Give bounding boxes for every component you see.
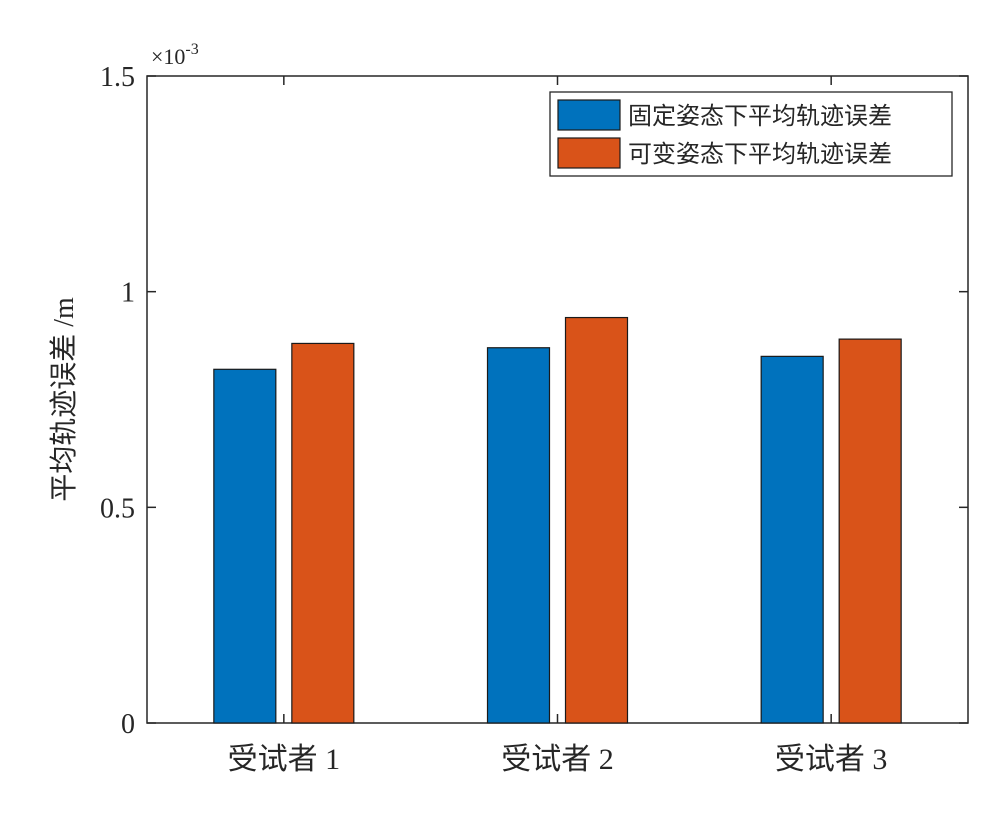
x-category-label: 受试者 2 — [501, 743, 614, 776]
x-category-label: 受试者 1 — [228, 743, 341, 776]
x-category-label: 受试者 3 — [775, 743, 888, 776]
y-tick-label: 0 — [121, 709, 135, 740]
bar-series-1 — [213, 368, 277, 724]
legend-swatch-2 — [557, 137, 621, 169]
legend-label-1: 固定姿态下平均轨迹误差 — [628, 103, 892, 130]
y-tick-label: 0.5 — [100, 493, 135, 524]
y-exponent-power: -3 — [185, 41, 198, 58]
bar-series-2 — [838, 338, 902, 724]
y-exponent-label: ×10-3 — [151, 41, 199, 69]
y-tick-label: 1.5 — [100, 62, 135, 93]
legend-label-2: 可变姿态下平均轨迹误差 — [628, 141, 892, 168]
legend-swatch-1 — [557, 99, 621, 131]
bar-series-2 — [291, 342, 355, 724]
y-tick-label: 1 — [121, 278, 135, 309]
y-exponent-base: ×10 — [151, 44, 185, 69]
bar-series-1 — [486, 347, 551, 724]
bar-series-2 — [564, 316, 629, 724]
plot-area — [146, 75, 969, 724]
bar-series-1 — [760, 355, 824, 724]
y-axis-label: 平均轨迹误差 /m — [48, 297, 80, 502]
